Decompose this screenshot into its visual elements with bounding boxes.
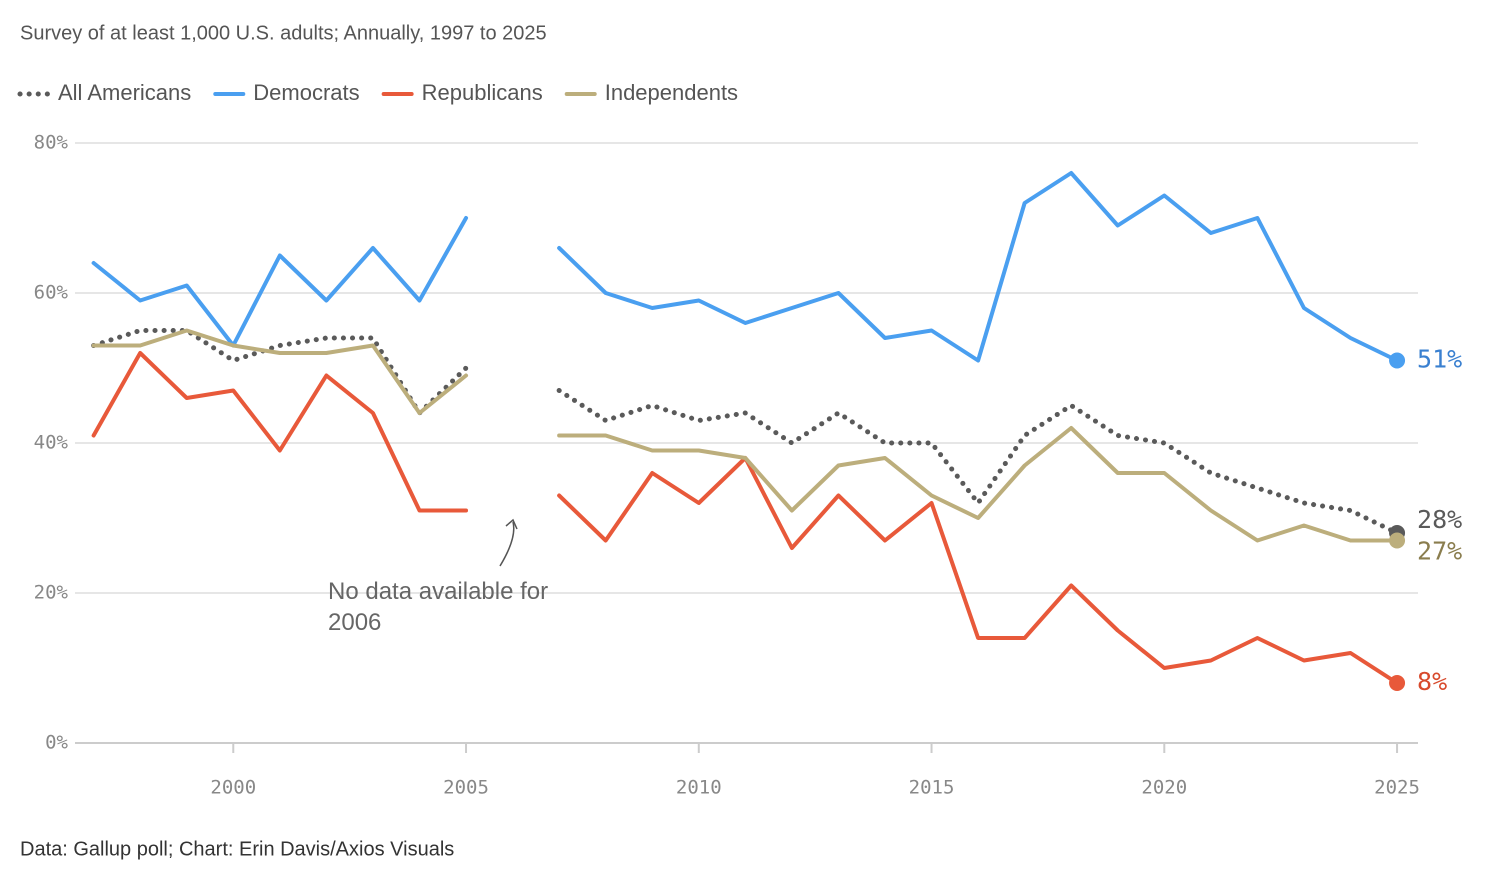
legend-label: Democrats bbox=[253, 80, 359, 105]
series-line bbox=[91, 171, 1400, 363]
series-line bbox=[91, 328, 1400, 536]
series-line bbox=[91, 328, 1400, 543]
series-line bbox=[91, 351, 1400, 685]
source: Data: Gallup poll; Chart: Erin Davis/Axi… bbox=[20, 838, 454, 860]
x-tick-label: 2020 bbox=[1141, 777, 1187, 799]
end-label: 27% bbox=[1417, 537, 1462, 566]
end-point bbox=[1389, 352, 1406, 369]
end-point bbox=[1389, 532, 1406, 549]
x-tick-label: 2005 bbox=[443, 777, 489, 799]
end-label: 28% bbox=[1417, 505, 1462, 534]
x-tick-label: 2010 bbox=[676, 777, 722, 799]
x-tick-label: 2000 bbox=[210, 777, 256, 799]
end-label: 8% bbox=[1417, 667, 1447, 696]
y-tick-label: 40% bbox=[34, 432, 69, 454]
y-tick-label: 80% bbox=[34, 132, 69, 154]
y-tick-label: 0% bbox=[45, 732, 68, 754]
legend-label: Republicans bbox=[422, 80, 543, 105]
annotation: No data available for 2006 bbox=[328, 578, 549, 636]
legend-label: All Americans bbox=[58, 80, 191, 105]
end-label: 51% bbox=[1417, 345, 1462, 374]
end-point bbox=[1389, 675, 1406, 691]
y-tick-label: 60% bbox=[34, 282, 69, 304]
x-tick-label: 2025 bbox=[1374, 777, 1420, 799]
annotation-arrowhead bbox=[505, 518, 518, 530]
x-tick-label: 2015 bbox=[909, 777, 955, 799]
subtitle: Survey of at least 1,000 U.S. adults; An… bbox=[20, 22, 547, 44]
annotation-arrow bbox=[499, 521, 515, 567]
legend-label: Independents bbox=[605, 80, 738, 105]
y-tick-label: 20% bbox=[34, 582, 69, 604]
